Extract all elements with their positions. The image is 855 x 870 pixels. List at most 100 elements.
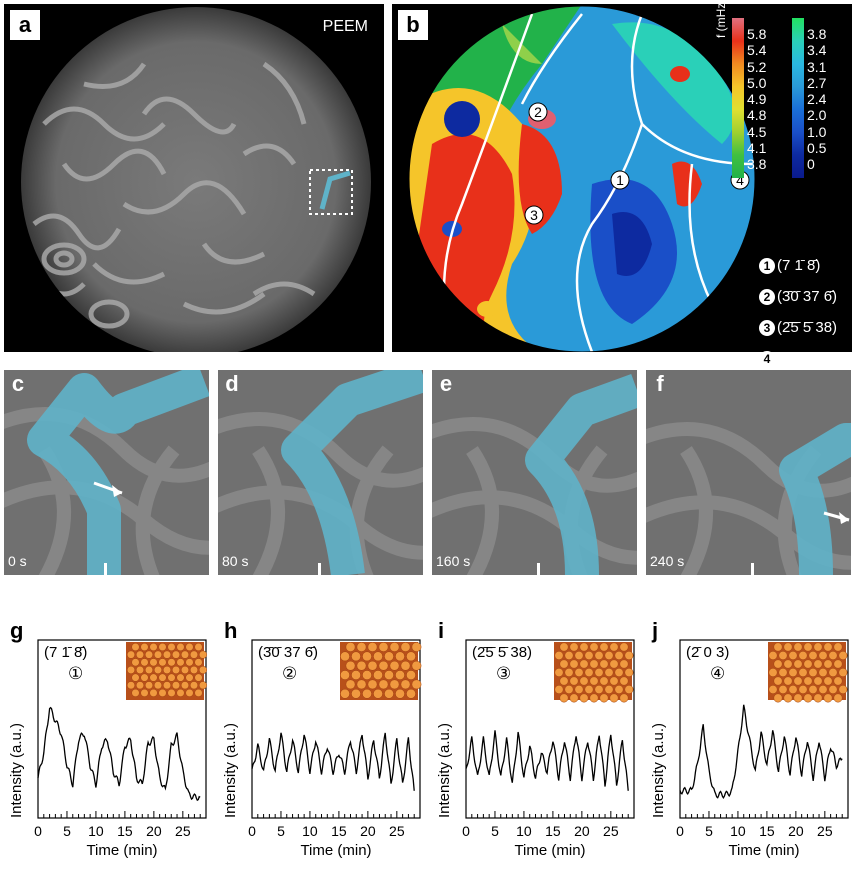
x-tick-label: 20 [788,823,804,839]
legend-text: (7 1̄ 8̄) [777,257,821,274]
colorbar-left-tick: 4.8 [747,107,767,124]
x-tick-label: 0 [462,823,470,839]
x-tick-label: 10 [516,823,532,839]
plot-i: 0 5 10 15 20 25 i (2̄5̄ 5̄ 38) ③ Intensity (a.u.)… [428,618,641,865]
axes-frame [251,639,421,819]
roi-box [309,169,353,215]
colorbar-left-tick: 3.8 [747,156,767,173]
intensity-series-line [679,704,843,800]
x-tick-label: 5 [63,823,71,839]
frame-time: 80 s [222,553,249,569]
colorbar-left [732,18,744,178]
plot-j: 0 5 10 15 20 25 j (2̄ 0 3) ④ Intensity (a.u.) Time… [642,618,855,865]
x-tick-label: 10 [302,823,318,839]
colorbar-right-tick: 3.4 [807,42,827,59]
legend-number: 1 [759,258,775,274]
marker-1-label: 1 [616,172,624,188]
legend-text: (2̄5̄ 5̄ 38) [777,319,838,336]
surface-structure-inset [126,642,208,700]
legend-text: (3̄0̄ 37 6̄) [777,288,838,305]
marker-3-label: 3 [530,207,538,223]
legend-entry: 1 (7 1̄ 8̄) [759,250,837,281]
frame-tick [318,563,321,575]
x-tick-label: 25 [389,823,405,839]
colorbar-left-ticks: 5.8 5.4 5.2 5.0 4.9 4.8 4.5 4.1 3.8 [747,26,766,173]
intensity-series-line [465,730,629,791]
x-tick-label: 0 [248,823,256,839]
frame-e: e 160 s [432,370,637,575]
colorbar-left-tick: 5.2 [747,58,767,75]
colorbar-left-tick: 4.9 [747,91,767,108]
panel-b: 2 1 3 4 b f (mHz) 5.8 5.4 5.2 5.0 4.9 4.8 4.5 4… [392,0,852,367]
frame-image [432,374,637,575]
x-tick-label: 15 [117,823,133,839]
legend-number: 4 [759,351,775,367]
y-axis-label: Intensity (a.u.) [8,722,25,818]
panel-label: f [656,371,664,396]
plot-g: 0 5 10 15 20 25 g (7 1̄ 8̄) ① Intensity (a.u.) Tim… [0,618,213,865]
colorbar-right-ticks: 3.8 3.4 3.1 2.7 2.4 2.0 1.0 0.5 0 [807,26,826,173]
panel-label: j [652,618,659,643]
facet-number: ③ [496,664,512,683]
x-tick-label: 15 [545,823,561,839]
panel-label: d [225,371,239,396]
colorbar-right-tick: 3.1 [807,58,827,75]
legend-entry: 2 (3̄0̄ 37 6̄) [759,281,837,312]
colorbar-right-tick: 2.7 [807,74,827,91]
legend-number: 3 [759,320,775,336]
panel-label: b [398,10,428,40]
panel-label: a [10,10,40,40]
axes-frame [465,639,635,819]
facet-label: (2̄ 0 3) [686,644,730,661]
colorbar-right-tick: 1.0 [807,123,827,140]
facet-label: (7 1̄ 8̄) [44,644,88,661]
panel-label: e [439,371,453,396]
x-tick-label: 20 [574,823,590,839]
marker-4-label: 4 [736,172,744,188]
marker-2 [528,102,548,122]
y-axis-label: Intensity (a.u.) [436,722,453,818]
colorbar-left-tick: 5.0 [747,74,767,91]
colorbar-left-tick: 5.4 [747,42,767,59]
surface-structure-inset [340,642,422,700]
frame-time: 240 s [650,553,685,569]
intensity-plot: 0 5 10 15 20 25 [34,639,208,839]
plot-h: 0 5 10 15 20 25 h (3̄0̄ 37 6̄) ② Intensity (a.u.)… [214,618,427,865]
marker-2-label: 2 [534,104,542,120]
intensity-series-line [37,706,201,802]
colorbar-right-tick: 3.8 [807,26,827,42]
frame-f: f 240 s [646,370,851,575]
x-tick-label: 5 [705,823,713,839]
facet-label: (3̄0̄ 37 6̄) [258,644,319,661]
y-axis-label: Intensity (a.u.) [222,722,239,818]
colorbar-left-tick: 4.1 [747,140,767,157]
facet-number: ② [282,664,298,683]
x-tick-label: 25 [817,823,833,839]
frame-image [646,422,851,575]
colorbar-right-tick: 2.4 [807,91,827,108]
legend-number: 2 [759,289,775,305]
frame-c: c 0 s [4,370,209,575]
surface-structure-inset [768,642,848,703]
frame-d: d 80 s [218,370,423,575]
x-tick-label: 5 [491,823,499,839]
roi-highlight [319,170,351,210]
x-axis-label: Time (min) [300,842,372,859]
frequency-map: 2 1 3 4 [408,5,756,353]
frame-tick [751,563,754,575]
frame-time: 0 s [8,553,27,569]
colorbar-right-tick: 0.5 [807,140,827,157]
x-axis-label: Time (min) [514,842,586,859]
intensity-plot: 0 5 10 15 20 25 [676,639,849,839]
legend-entry: 4 (2̄ 0 3) [759,343,837,374]
colorbar-left-tick: 4.5 [747,123,767,140]
x-axis-label: Time (min) [728,842,800,859]
instrument-label: PEEM [322,18,368,35]
colorbar-left-tick: 5.8 [747,26,767,42]
frame-image [4,370,209,575]
marker-1 [610,170,630,190]
x-tick-label: 25 [603,823,619,839]
panel-label: h [224,618,238,643]
frame-tick [537,563,540,575]
x-tick-label: 15 [759,823,775,839]
